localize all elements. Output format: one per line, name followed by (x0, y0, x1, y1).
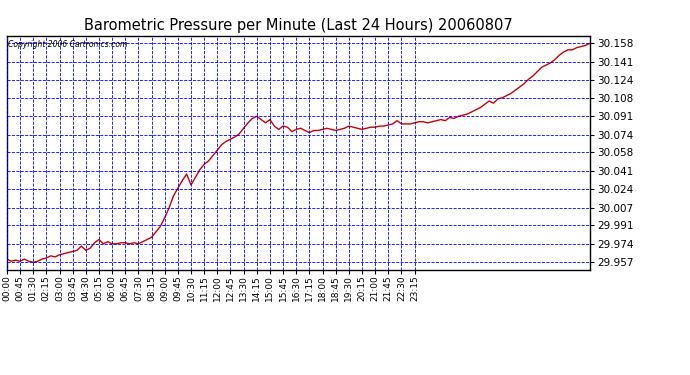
Title: Barometric Pressure per Minute (Last 24 Hours) 20060807: Barometric Pressure per Minute (Last 24 … (84, 18, 513, 33)
Text: Copyright 2006 Cartronics.com: Copyright 2006 Cartronics.com (8, 40, 128, 50)
